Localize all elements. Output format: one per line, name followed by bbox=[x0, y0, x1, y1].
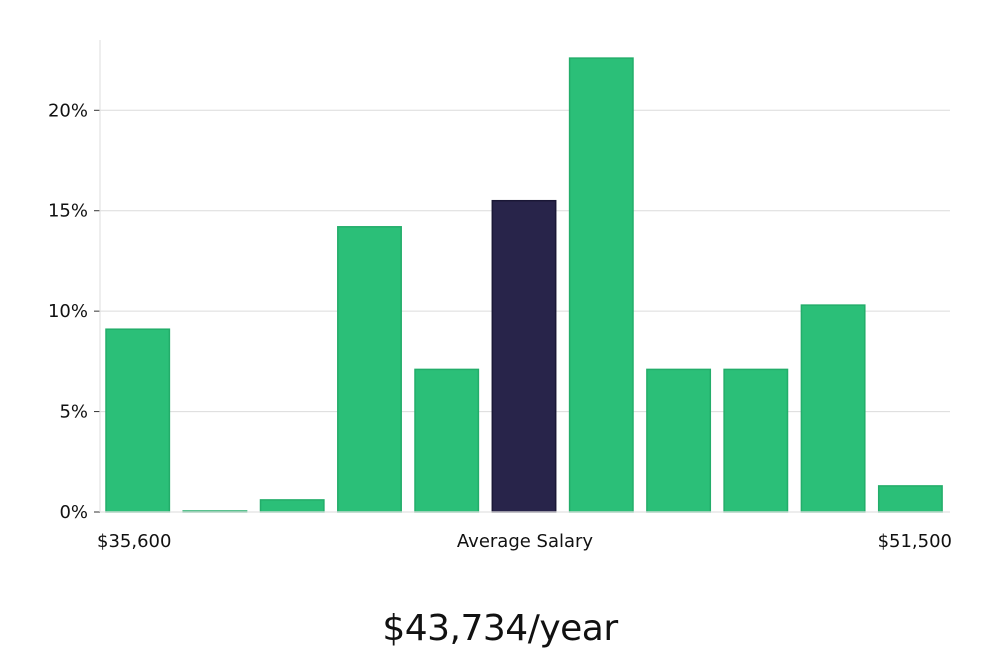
salary-histogram: 0% 5% 10% 15% 20% $35,600 Average Salary $51… bbox=[48, 40, 952, 552]
y-tick-label: 5% bbox=[59, 402, 88, 423]
y-axis-ticks: 0% 5% 10% 15% 20% bbox=[48, 100, 100, 523]
y-tick-label: 10% bbox=[48, 301, 88, 322]
bar bbox=[414, 368, 480, 513]
bar bbox=[723, 368, 789, 513]
bar bbox=[105, 328, 171, 513]
bar-average-salary bbox=[491, 199, 557, 513]
x-label-min: $35,600 bbox=[97, 531, 171, 552]
bar bbox=[568, 57, 634, 513]
y-tick-label: 0% bbox=[59, 502, 88, 523]
y-tick-label: 15% bbox=[48, 201, 88, 222]
bar bbox=[337, 226, 402, 513]
average-salary-value: $43,734/year bbox=[382, 608, 618, 649]
bars bbox=[105, 57, 943, 513]
x-label-max: $51,500 bbox=[878, 531, 952, 552]
x-label-center: Average Salary bbox=[457, 531, 594, 552]
y-tick-label: 20% bbox=[48, 100, 88, 121]
bar bbox=[877, 485, 943, 513]
bar bbox=[646, 368, 712, 513]
bar bbox=[800, 304, 866, 513]
bar bbox=[259, 499, 325, 513]
